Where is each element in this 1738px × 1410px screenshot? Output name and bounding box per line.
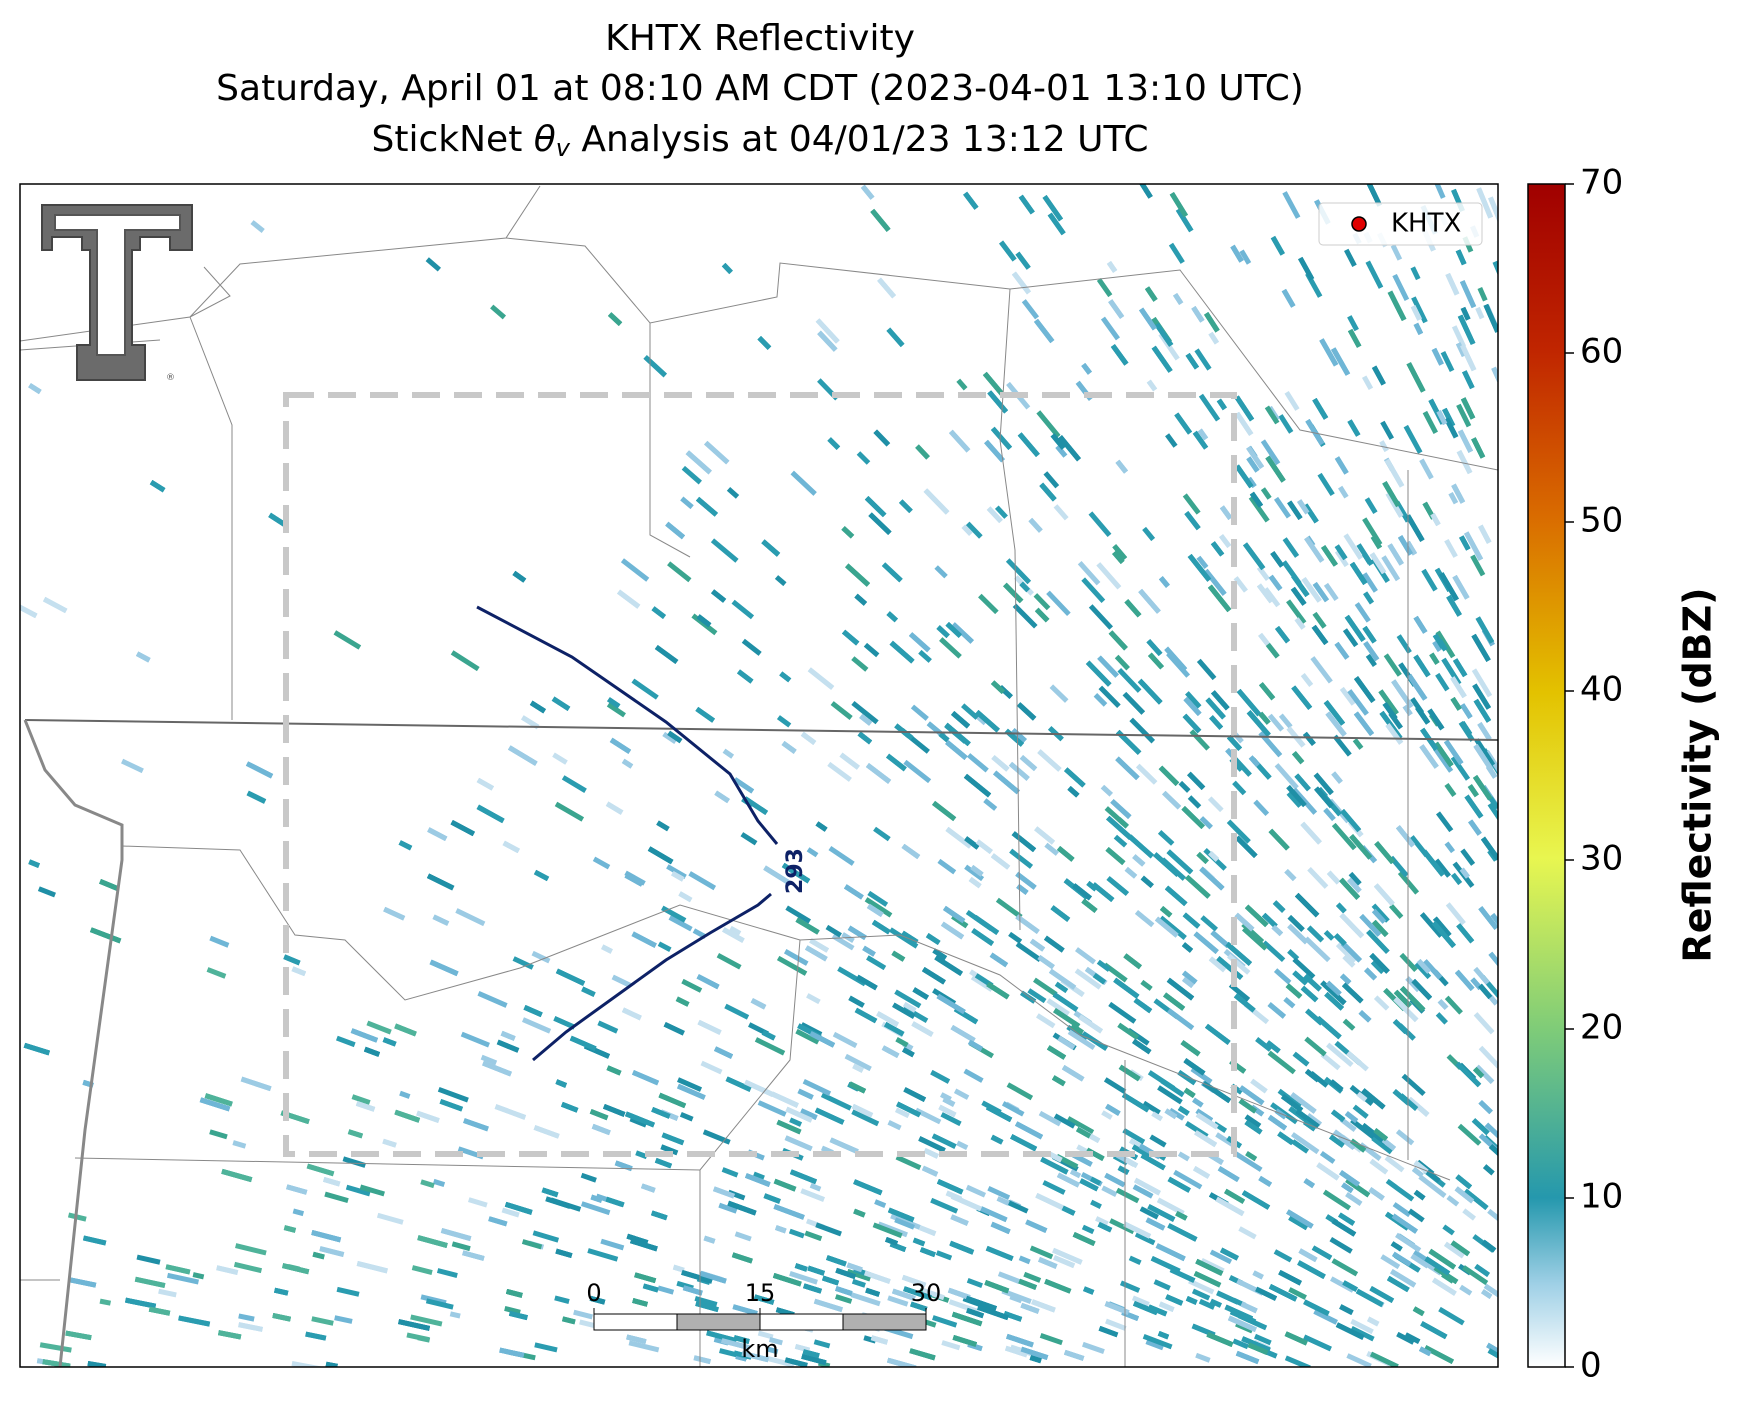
colorbar-tick-label: 30 [1580, 839, 1623, 879]
state-line [24, 719, 1498, 741]
contour-label: 293 [783, 848, 808, 894]
logo: ® [41, 204, 193, 383]
colorbar-tick-label: 20 [1580, 1008, 1623, 1048]
colorbar-tick-label: 10 [1580, 1177, 1623, 1217]
state-line [23, 719, 124, 1367]
title-part: Analysis at 04/01/23 13:12 UTC [570, 119, 1149, 160]
map: 293 ® KHTX 0 15 30 km [20, 184, 1498, 1367]
scale-tick-label: 15 [745, 1279, 776, 1307]
colorbar-tick-label: 0 [1580, 1346, 1602, 1386]
scale-tick-label: 0 [586, 1279, 601, 1307]
contour-line [532, 892, 772, 1062]
legend: KHTX [1318, 202, 1483, 246]
colorbar-tick-label: 70 [1580, 163, 1623, 203]
title-part: θ [534, 119, 556, 160]
colorbar-ticks: 0 10 20 30 40 50 60 70 [1565, 163, 1623, 1386]
scale-bar: 0 15 30 km [586, 1279, 941, 1363]
svg-text:®: ® [166, 373, 175, 383]
colorbar-label: Reflectivity (dBZ) [1676, 587, 1720, 962]
title-part: v [556, 134, 571, 162]
colorbar-tick-label: 50 [1580, 501, 1623, 541]
scale-tick-label: 30 [911, 1279, 942, 1307]
scale-unit: km [741, 1335, 778, 1363]
scale-segment [842, 1313, 927, 1331]
map-frame [19, 183, 1499, 1368]
colorbar [1527, 183, 1566, 1368]
county-lines [20, 185, 1498, 1367]
legend-box [1318, 202, 1483, 246]
scale-segment [593, 1313, 678, 1331]
scale-segment [676, 1313, 761, 1331]
colorbar-tick-label: 60 [1580, 332, 1623, 372]
radar-texture [20, 184, 1498, 1367]
legend-label: KHTX [1391, 209, 1461, 239]
title-line: StickNet θv Analysis at 04/01/23 13:12 U… [372, 119, 1149, 162]
analysis-domain [283, 392, 1237, 1157]
title-part: StickNet [372, 119, 534, 160]
legend-marker [1351, 216, 1367, 232]
title-line: Saturday, April 01 at 08:10 AM CDT (2023… [216, 68, 1304, 109]
scale-segment [759, 1313, 844, 1331]
contour-line [476, 605, 779, 845]
colorbar-tick-label: 40 [1580, 670, 1623, 710]
title-line: KHTX Reflectivity [605, 18, 915, 59]
